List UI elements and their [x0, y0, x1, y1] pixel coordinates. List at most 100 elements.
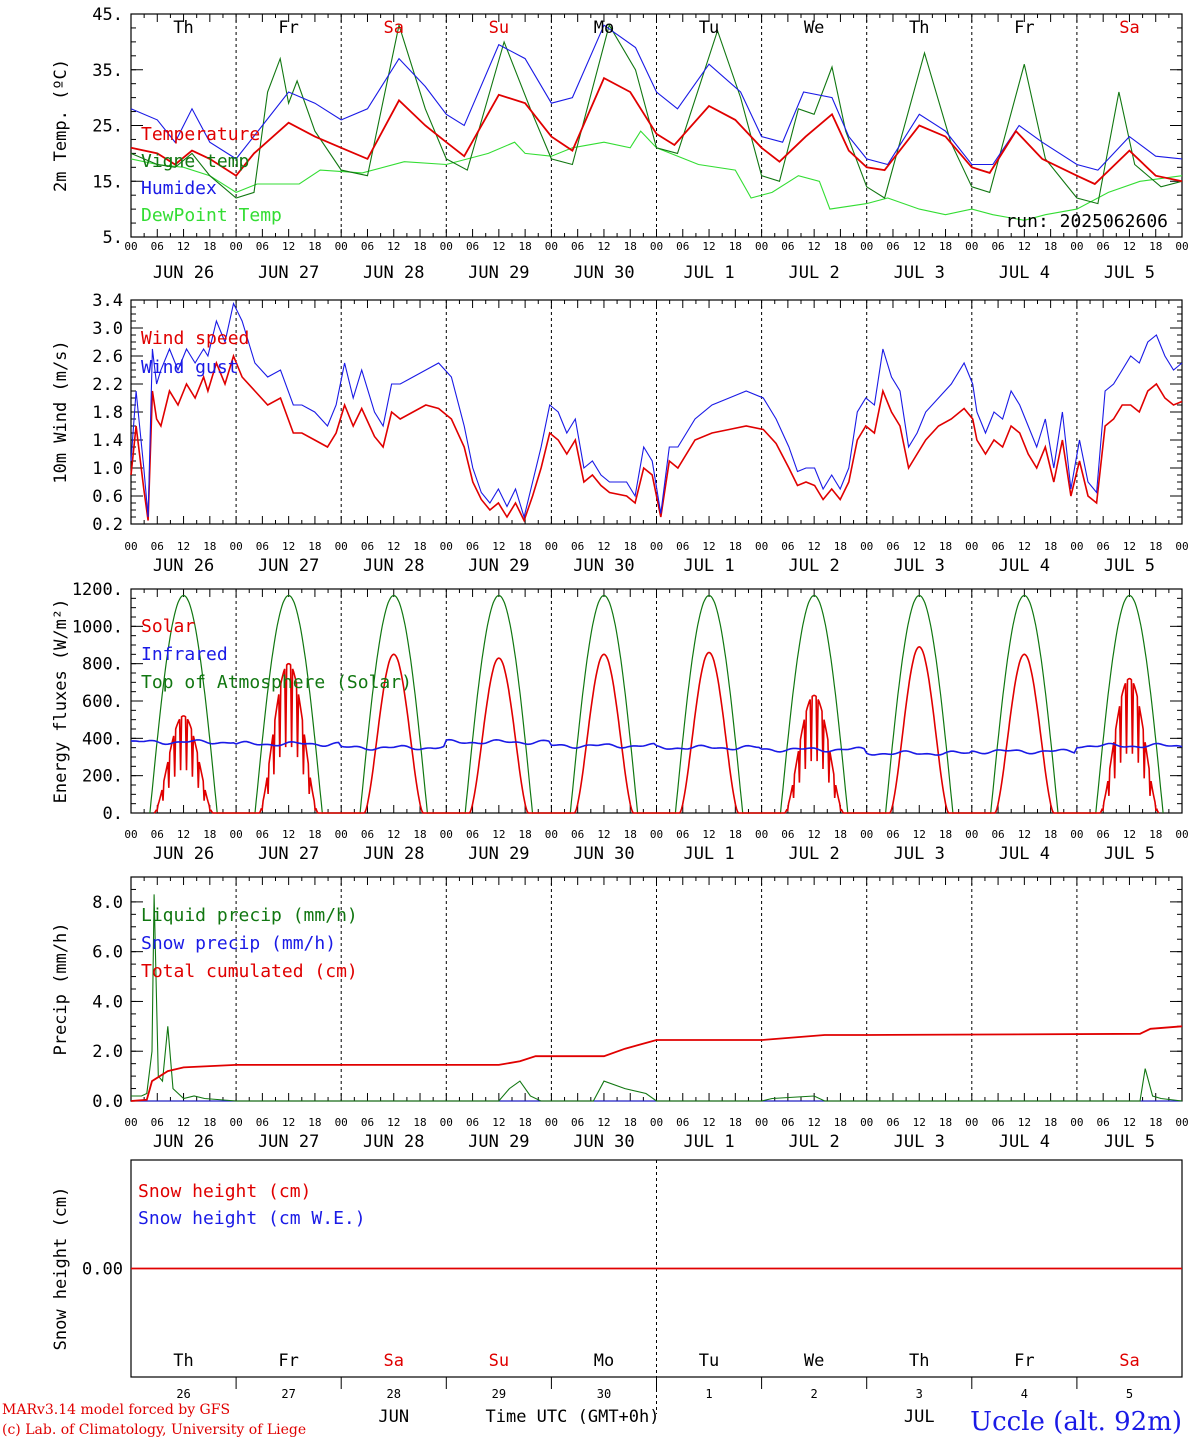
hour-label: 12 — [597, 240, 610, 253]
hour-label: 18 — [203, 540, 216, 553]
weekday-label: Th — [173, 1351, 193, 1371]
y-axis-label: Snow height (cm) — [51, 1187, 71, 1351]
hour-label: 06 — [1097, 240, 1110, 253]
month-label: JUN — [378, 1407, 409, 1427]
hour-label: 12 — [1123, 828, 1136, 841]
hour-label: 12 — [808, 1116, 821, 1129]
legend-entry: Solar — [141, 616, 195, 637]
hour-label: 12 — [387, 828, 400, 841]
series-line — [130, 23, 1183, 205]
day-number-label: 1 — [705, 1387, 712, 1401]
hour-label: 00 — [860, 1116, 873, 1129]
date-label: JUN 30 — [573, 844, 634, 864]
hour-label: 12 — [1018, 1116, 1031, 1129]
panel-frame — [130, 13, 1183, 238]
panel-4: 0.0 2.0 4.0 6.0 8.0 Precip (mm/h) 00 06 12 18 JUN … — [51, 876, 1189, 1152]
legend-entry: Humidex — [141, 178, 217, 199]
date-label: JUN 28 — [363, 556, 424, 576]
date-label: JUL 1 — [683, 556, 734, 576]
hour-label: 06 — [571, 540, 584, 553]
hour-label: 18 — [624, 540, 637, 553]
date-label: JUL 4 — [999, 556, 1050, 576]
hour-label: 12 — [177, 1116, 190, 1129]
hour-label: 18 — [939, 240, 952, 253]
hour-label: 00 — [1070, 1116, 1083, 1129]
hour-label: 06 — [151, 240, 164, 253]
hour-label: 00 — [965, 1116, 978, 1129]
weekday-label: Sa — [1119, 18, 1139, 38]
date-label: JUN 30 — [573, 263, 634, 283]
hour-label: 18 — [413, 1116, 426, 1129]
hour-label: 06 — [256, 240, 269, 253]
hour-label: 18 — [939, 540, 952, 553]
hour-label: 06 — [361, 240, 374, 253]
panel-3: 0. 200. 400. 600. 800. 1000. 1200.Energy fluxe… — [51, 580, 1189, 864]
hour-label: 18 — [1149, 540, 1162, 553]
hour-label: 18 — [519, 828, 532, 841]
hour-label: 06 — [886, 828, 899, 841]
hour-label: 06 — [151, 540, 164, 553]
hour-label: 00 — [1175, 240, 1188, 253]
hour-label: 12 — [1018, 240, 1031, 253]
date-label: JUL 5 — [1104, 263, 1155, 283]
hour-label: 00 — [965, 828, 978, 841]
hour-label: 00 — [124, 240, 137, 253]
date-label: JUN 29 — [468, 844, 529, 864]
hour-label: 12 — [808, 240, 821, 253]
hour-label: 18 — [1149, 240, 1162, 253]
weekday-label: Th — [173, 18, 193, 38]
day-number-label: 3 — [916, 1387, 923, 1401]
hour-label: 12 — [282, 828, 295, 841]
hour-label: 00 — [650, 240, 663, 253]
hour-label: 18 — [1044, 240, 1057, 253]
y-tick-label: 8.0 — [92, 893, 123, 913]
hour-label: 06 — [781, 540, 794, 553]
hour-label: 18 — [834, 828, 847, 841]
date-label: JUL 5 — [1104, 844, 1155, 864]
legend-entry: Snow precip (mm/h) — [141, 933, 336, 954]
hour-label: 18 — [834, 540, 847, 553]
hour-label: 00 — [440, 540, 453, 553]
hour-label: 06 — [1097, 1116, 1110, 1129]
weekday-label: Sa — [384, 18, 404, 38]
y-tick-label: 3.4 — [92, 291, 123, 311]
hour-label: 00 — [335, 1116, 348, 1129]
date-label: JUL 5 — [1104, 1132, 1155, 1152]
hour-label: 00 — [755, 540, 768, 553]
hour-label: 18 — [939, 828, 952, 841]
hour-label: 00 — [335, 240, 348, 253]
hour-label: 12 — [913, 1116, 926, 1129]
hour-label: 18 — [1044, 1116, 1057, 1129]
panel-5: 0.00 Snow height (cm) Snow height (cm) Snow… — [51, 1159, 1183, 1427]
y-tick-label: 0.6 — [92, 487, 123, 507]
weekday-label: We — [804, 1351, 824, 1371]
hour-label: 18 — [1149, 828, 1162, 841]
date-label: JUN 26 — [153, 844, 214, 864]
y-tick-label: 600. — [82, 692, 123, 712]
hour-label: 00 — [440, 828, 453, 841]
hour-label: 00 — [440, 1116, 453, 1129]
date-label: JUN 28 — [363, 263, 424, 283]
hour-label: 00 — [229, 240, 242, 253]
hour-label: 12 — [387, 240, 400, 253]
hour-label: 00 — [229, 540, 242, 553]
date-label: JUL 3 — [894, 844, 945, 864]
y-tick-label: 25. — [92, 117, 123, 137]
weekday-label: We — [804, 18, 824, 38]
hour-label: 18 — [729, 240, 742, 253]
hour-label: 18 — [308, 1116, 321, 1129]
series-line-wind-speed — [130, 353, 1183, 523]
hour-label: 12 — [702, 240, 715, 253]
date-label: JUN 29 — [468, 1132, 529, 1152]
date-label: JUL 3 — [894, 556, 945, 576]
hour-label: 06 — [676, 240, 689, 253]
y-tick-label: 5. — [103, 228, 123, 248]
y-tick-label: 15. — [92, 172, 123, 192]
hour-label: 06 — [571, 240, 584, 253]
weekday-label: Fr — [278, 1351, 298, 1371]
y-tick-label: 400. — [82, 729, 123, 749]
hour-label: 00 — [440, 240, 453, 253]
hour-label: 12 — [492, 540, 505, 553]
hour-label: 18 — [308, 540, 321, 553]
